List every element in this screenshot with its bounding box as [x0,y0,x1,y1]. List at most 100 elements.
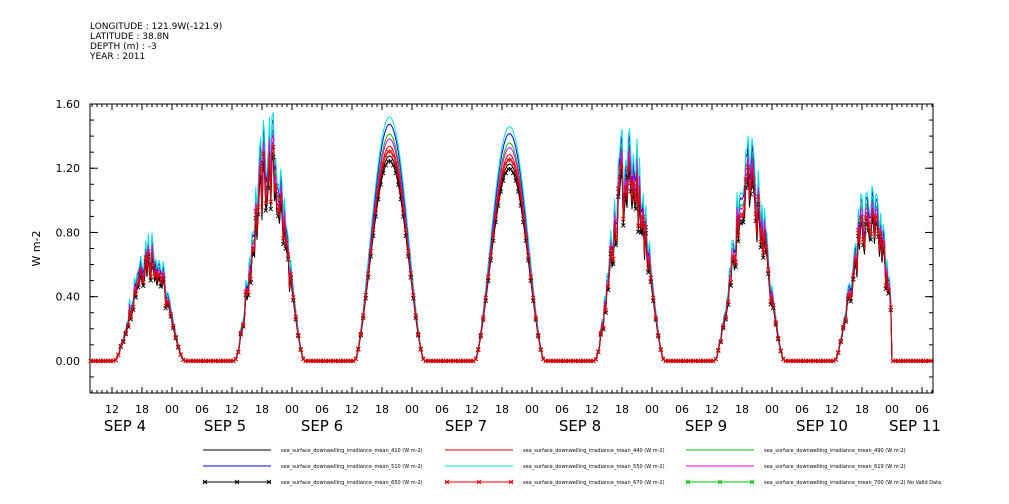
data-point-marker [655,332,661,338]
data-point-marker [615,186,621,191]
data-point-marker [373,207,379,212]
y-tick-label: 0.40 [56,291,81,304]
x-hour-tick-label: 12 [465,403,479,416]
x-hour-tick-label: 00 [285,403,299,416]
data-point-marker [388,149,394,154]
data-point-marker [623,185,629,190]
data-point-marker [473,356,479,362]
data-point-marker [265,185,271,191]
legend-marker [685,479,691,485]
data-point-marker [405,248,411,254]
legend-label: sea_surface_downwelling_irradiance_mean_… [523,448,665,454]
data-point-marker [888,305,894,310]
data-point-marker [238,330,244,336]
x-day-label: SEP 9 [685,417,727,435]
x-hour-tick-label: 18 [735,403,749,416]
x-hour-tick-label: 06 [195,403,209,416]
data-point-marker [135,281,141,287]
data-point-marker [248,276,254,282]
legend-marker [234,479,240,485]
data-point-marker [140,279,146,285]
data-point-marker [870,213,876,219]
data-point-marker [360,313,366,319]
x-hour-tick-label: 00 [405,403,419,416]
data-point-marker [488,253,494,258]
series-line [90,151,932,362]
data-point-marker [630,180,636,186]
data-point-marker [285,252,291,257]
data-point-marker [748,183,754,189]
data-point-marker [145,249,151,254]
data-point-marker [613,242,619,248]
data-point-marker [535,332,541,338]
data-point-marker [265,177,271,182]
data-point-marker [773,320,779,325]
data-point-marker [118,343,124,349]
data-point-marker [148,274,154,279]
x-hour-tick-label: 06 [435,403,449,416]
y-tick-label: 0.80 [56,226,81,239]
data-point-marker [250,246,256,252]
data-point-marker [730,254,736,260]
x-hour-tick-label: 06 [555,403,569,416]
data-point-marker [143,255,149,260]
data-point-marker [270,144,276,150]
series-line [90,156,932,362]
data-point-marker [413,313,419,319]
data-point-marker [263,200,269,206]
data-point-marker [278,193,284,198]
data-point-marker [525,253,531,258]
data-point-marker [853,257,859,262]
data-point-marker [868,237,874,243]
data-point-marker [780,356,786,362]
data-point-marker [510,170,516,176]
data-point-marker [133,292,139,297]
data-point-marker [745,165,751,170]
y-axis-label: W m-2 [30,230,43,266]
data-point-marker [858,215,864,220]
data-point-marker [400,207,406,212]
data-point-marker [138,268,144,273]
latitude-label: LATITUDE : 38.8N [90,32,170,42]
data-point-marker [480,315,486,320]
data-point-marker [645,265,651,271]
data-point-marker [735,233,741,238]
data-point-marker [855,227,861,233]
data-point-marker [830,358,836,364]
legend-label: sea_surface_downwelling_irradiance_mean_… [523,480,665,486]
data-point-marker [283,240,289,246]
x-hour-tick-label: 12 [825,403,839,416]
data-point-marker [395,173,401,179]
x-hour-tick-label: 06 [795,403,809,416]
data-point-marker [860,237,866,242]
data-point-marker [390,162,396,168]
data-point-marker [503,170,509,176]
data-point-marker [253,208,259,214]
series-line [90,146,932,362]
x-hour-tick-label: 00 [645,403,659,416]
data-point-marker [778,348,784,353]
data-point-marker [645,270,651,275]
data-point-marker [650,295,656,301]
data-point-marker [625,166,631,172]
data-point-marker [873,215,879,220]
data-point-marker [725,299,731,305]
data-point-marker [410,292,416,298]
data-point-marker [388,158,394,164]
x-hour-tick-label: 06 [915,403,929,416]
x-hour-tick-label: 18 [375,403,389,416]
data-point-marker [528,274,534,280]
data-point-marker [408,271,414,276]
data-point-marker [355,346,361,352]
data-point-marker [290,295,296,300]
data-point-marker [928,358,934,364]
data-point-marker [268,206,274,212]
data-point-marker [478,332,484,338]
data-point-marker [838,338,844,344]
data-point-marker [868,231,874,237]
data-point-marker [525,258,531,263]
depth-label: DEPTH (m) : -3 [90,42,157,52]
x-hour-tick-label: 00 [525,403,539,416]
data-point-marker [368,254,374,259]
data-point-marker [383,162,389,168]
